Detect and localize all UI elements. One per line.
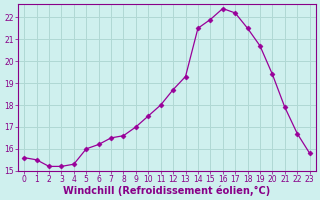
X-axis label: Windchill (Refroidissement éolien,°C): Windchill (Refroidissement éolien,°C)	[63, 185, 270, 196]
